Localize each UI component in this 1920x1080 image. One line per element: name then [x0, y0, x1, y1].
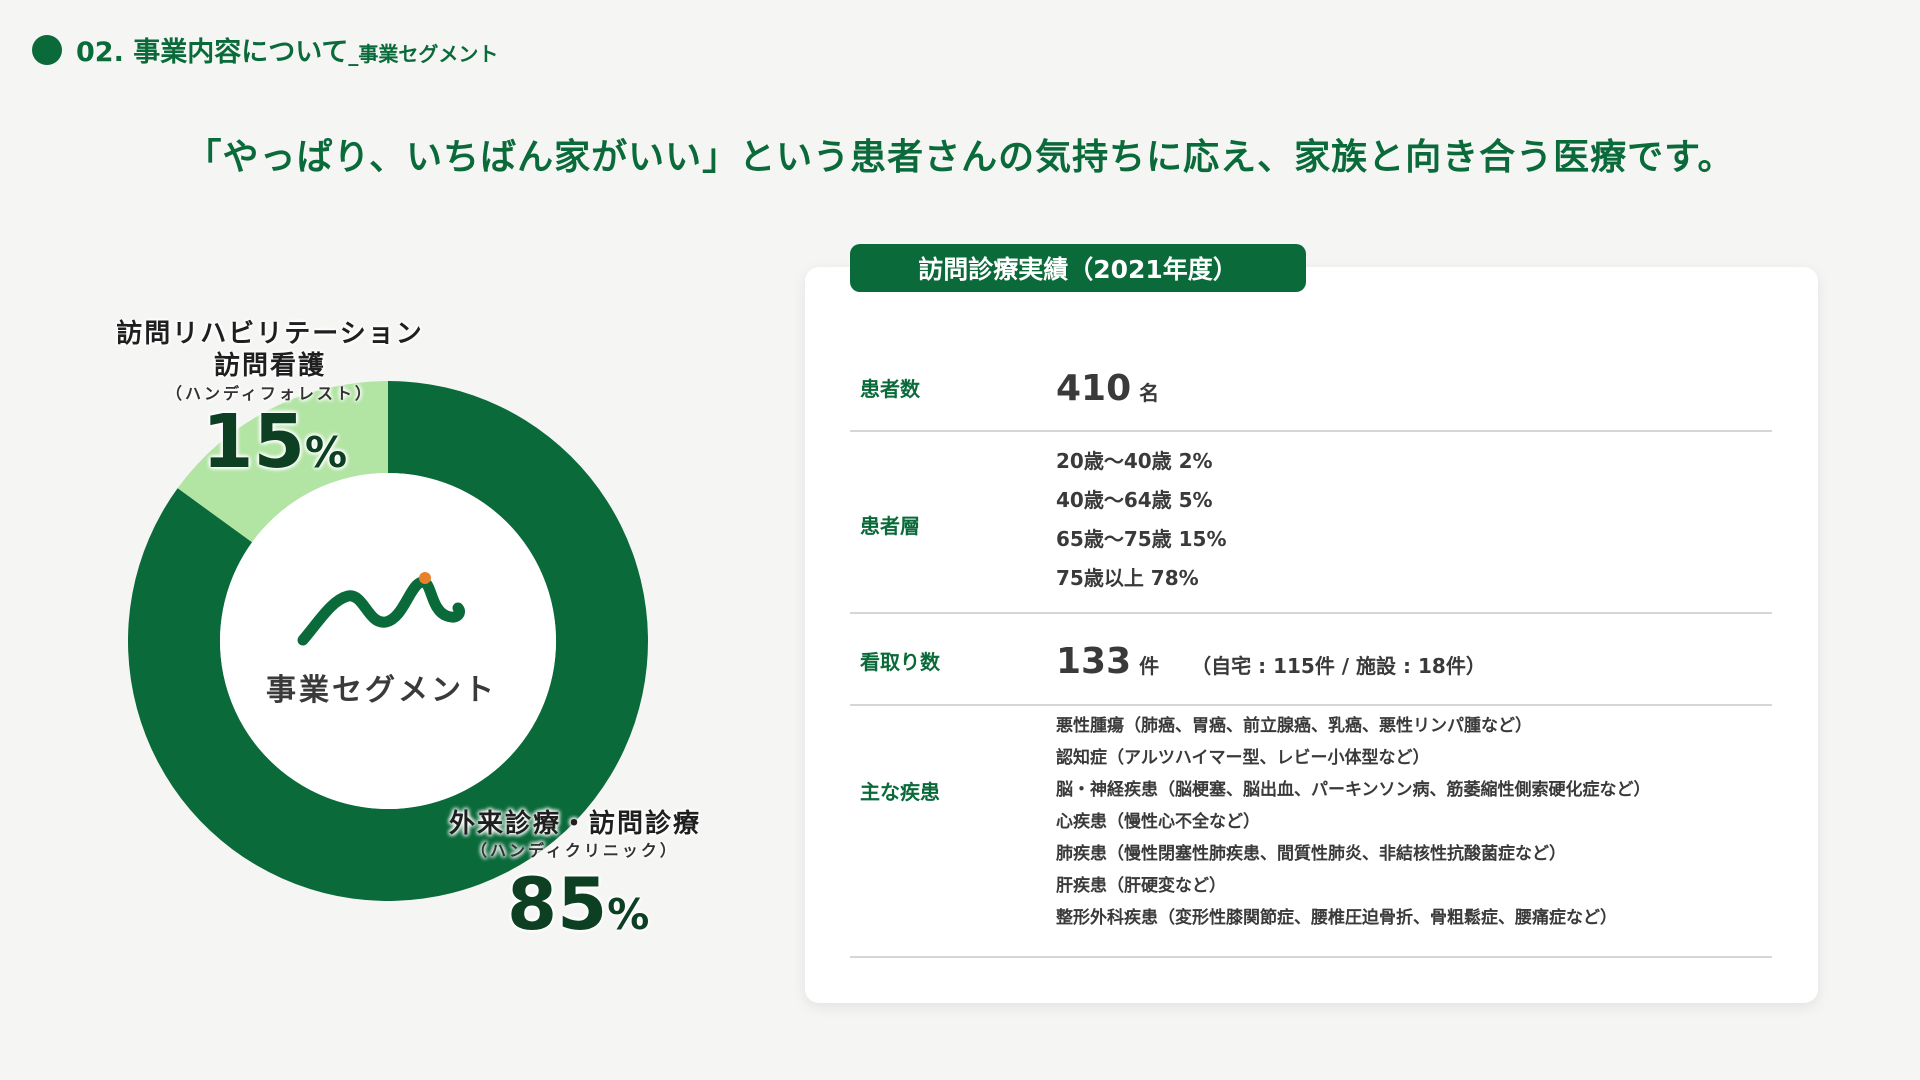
mitori-unit: 件 [1139, 654, 1160, 678]
slice-label-rehab-line1: 訪問リハビリテーション [116, 319, 424, 349]
donut-center-label: 事業セグメント [266, 673, 497, 708]
slice-label-clinic: 外来診療・訪問診療 （ハンディクリニック） [435, 808, 715, 862]
donut-chart [128, 381, 648, 901]
row-mitori: 看取り数 133 件 （自宅 : 115件 / 施設 : 18件） [850, 614, 1772, 706]
row-age-label: 患者層 [860, 514, 920, 538]
slice-pct-rehab-sign: % [304, 428, 348, 477]
disease-item: 脳・神経疾患（脳梗塞、脳出血、パーキンソン病、筋萎縮性側索硬化症など） [1056, 780, 1651, 800]
age-list: 20歳〜40歳 2% 40歳〜64歳 5% 65歳〜75歳 15% 75歳以上 … [1056, 442, 1227, 598]
row-patients-label: 患者数 [860, 377, 920, 401]
row-patients: 患者数 410 名 [850, 340, 1772, 432]
donut-slice-clinic [128, 381, 648, 901]
slice-label-clinic-line1: 外来診療・訪問診療 [448, 809, 701, 839]
disease-list: 悪性腫瘍（肺癌、胃癌、前立腺癌、乳癌、悪性リンパ腫など） 認知症（アルツハイマー… [1056, 710, 1651, 934]
row-patients-content: 410 名 [1056, 368, 1159, 409]
age-line: 75歳以上 78% [1056, 566, 1199, 590]
donut-slice-rehab [177, 381, 388, 543]
disease-item: 認知症（アルツハイマー型、レビー小体型など） [1056, 748, 1430, 768]
row-diseases-label: 主な疾患 [860, 780, 940, 804]
donut-hole [220, 473, 556, 809]
row-age: 患者層 20歳〜40歳 2% 40歳〜64歳 5% 65歳〜75歳 15% 75… [850, 432, 1772, 614]
slice-pct-clinic: 85% [507, 866, 649, 962]
slice-label-rehab-sub: （ハンディフォレスト） [166, 384, 374, 403]
patients-unit: 名 [1139, 381, 1160, 405]
age-line: 40歳〜64歳 5% [1056, 488, 1213, 512]
slice-label-rehab-line2: 訪問看護 [213, 351, 326, 381]
slice-label-clinic-sub: （ハンディクリニック） [471, 841, 679, 860]
row-diseases: 主な疾患 悪性腫瘍（肺癌、胃癌、前立腺癌、乳癌、悪性リンパ腫など） 認知症（アル… [850, 706, 1772, 958]
slice-pct-rehab: 15% [202, 404, 347, 500]
header-subtitle: _事業セグメント [348, 42, 499, 66]
mitori-breakdown: （自宅 : 115件 / 施設 : 18件） [1191, 654, 1486, 678]
results-panel [805, 267, 1818, 1003]
panel-title: 訪問診療実績（2021年度） [850, 244, 1306, 292]
header-title: 02. 事業内容について [76, 37, 349, 68]
brand-wave-logo-icon [297, 572, 465, 646]
slice-pct-clinic-sign: % [607, 890, 650, 939]
slice-label-rehab: 訪問リハビリテーション 訪問看護 （ハンディフォレスト） [110, 318, 430, 406]
section-header: 02. 事業内容について _事業セグメント [32, 30, 498, 69]
row-mitori-label: 看取り数 [860, 650, 940, 674]
disease-item: 整形外科疾患（変形性膝関節症、腰椎圧迫骨折、骨粗鬆症、腰痛症など） [1056, 908, 1617, 928]
slice-pct-rehab-value: 15 [202, 399, 305, 485]
mitori-count: 133 [1056, 641, 1132, 682]
age-line: 65歳〜75歳 15% [1056, 527, 1227, 551]
slice-pct-clinic-value: 85 [507, 862, 608, 946]
disease-item: 心疾患（慢性心不全など） [1056, 812, 1260, 832]
disease-item: 悪性腫瘍（肺癌、胃癌、前立腺癌、乳癌、悪性リンパ腫など） [1056, 716, 1532, 736]
patients-count: 410 [1056, 368, 1132, 409]
tagline: 「やっぱり、いちばん家がいい」という患者さんの気持ちに応え、家族と向き合う医療で… [185, 137, 1735, 178]
header-dot-icon [32, 34, 62, 65]
disease-item: 肝疾患（肝硬変など） [1056, 876, 1226, 896]
disease-item: 肺疾患（慢性閉塞性肺疾患、間質性肺炎、非結核性抗酸菌症など） [1056, 844, 1566, 864]
row-mitori-content: 133 件 （自宅 : 115件 / 施設 : 18件） [1056, 641, 1486, 682]
age-line: 20歳〜40歳 2% [1056, 449, 1213, 473]
